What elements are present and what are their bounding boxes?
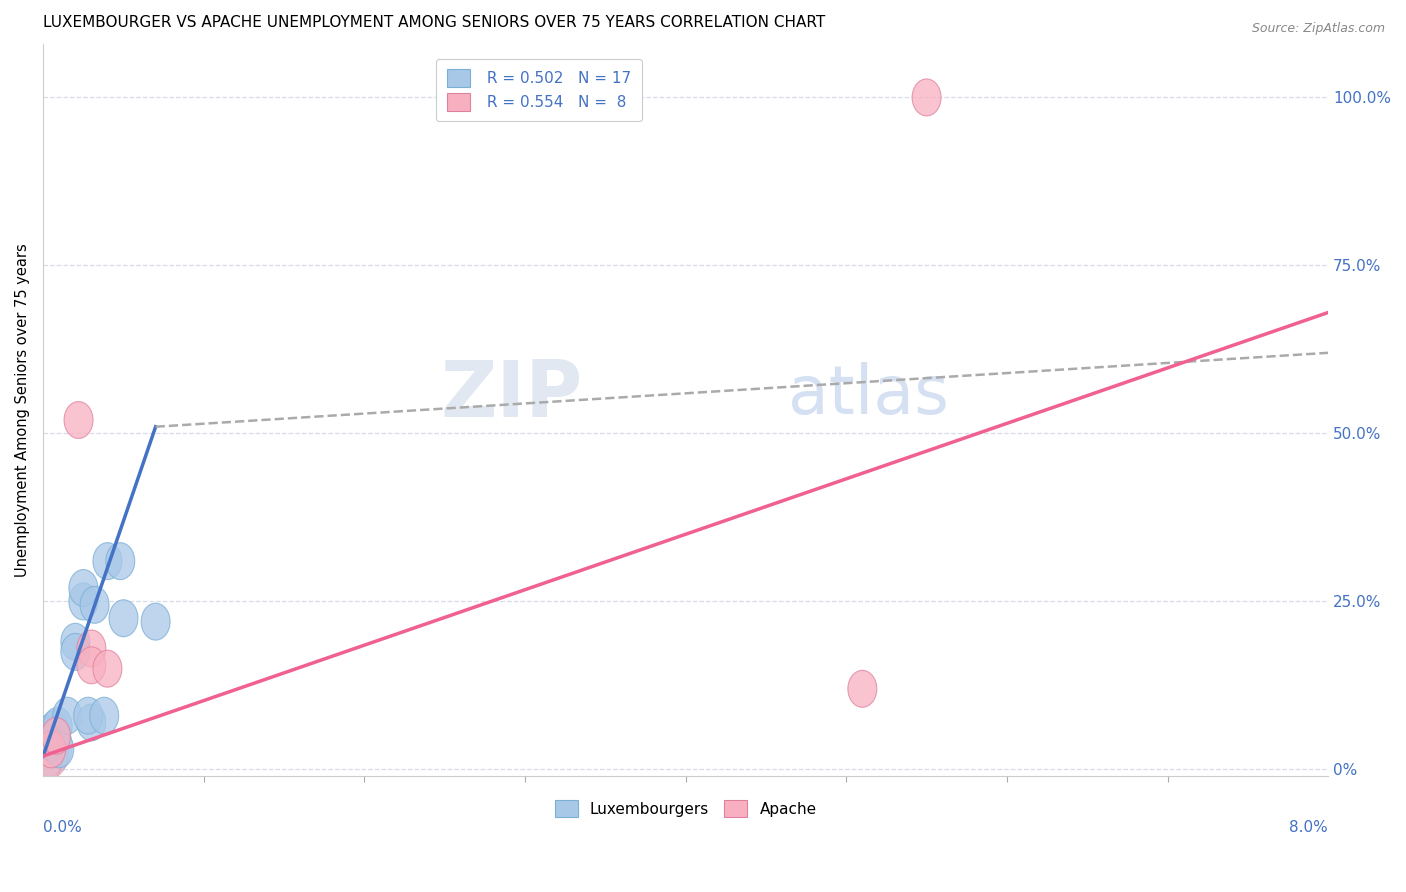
Ellipse shape: [848, 671, 877, 707]
Ellipse shape: [65, 401, 93, 439]
Ellipse shape: [77, 704, 105, 741]
Ellipse shape: [105, 542, 135, 580]
Text: Source: ZipAtlas.com: Source: ZipAtlas.com: [1251, 22, 1385, 36]
Ellipse shape: [69, 583, 98, 620]
Legend: Luxembourgers, Apache: Luxembourgers, Apache: [548, 794, 823, 823]
Text: 8.0%: 8.0%: [1289, 820, 1329, 835]
Text: 0.0%: 0.0%: [44, 820, 82, 835]
Ellipse shape: [42, 717, 70, 755]
Ellipse shape: [45, 731, 73, 768]
Ellipse shape: [110, 599, 138, 637]
Ellipse shape: [28, 726, 67, 780]
Ellipse shape: [60, 633, 90, 671]
Text: ZIP: ZIP: [440, 358, 583, 434]
Ellipse shape: [60, 624, 90, 660]
Ellipse shape: [77, 647, 105, 684]
Ellipse shape: [93, 650, 122, 687]
Ellipse shape: [77, 630, 105, 667]
Ellipse shape: [37, 724, 66, 761]
Text: atlas: atlas: [789, 362, 949, 428]
Ellipse shape: [37, 731, 66, 768]
Text: LUXEMBOURGER VS APACHE UNEMPLOYMENT AMONG SENIORS OVER 75 YEARS CORRELATION CHAR: LUXEMBOURGER VS APACHE UNEMPLOYMENT AMON…: [44, 15, 825, 30]
Ellipse shape: [69, 569, 98, 607]
Ellipse shape: [31, 738, 62, 781]
Ellipse shape: [39, 711, 69, 747]
Ellipse shape: [24, 715, 72, 776]
Ellipse shape: [44, 707, 72, 744]
Ellipse shape: [31, 732, 62, 780]
Y-axis label: Unemployment Among Seniors over 75 years: Unemployment Among Seniors over 75 years: [15, 243, 30, 577]
Ellipse shape: [73, 698, 103, 734]
Ellipse shape: [80, 586, 110, 624]
Ellipse shape: [912, 79, 941, 116]
Ellipse shape: [90, 698, 118, 734]
Ellipse shape: [53, 698, 82, 734]
Ellipse shape: [141, 603, 170, 640]
Ellipse shape: [93, 542, 122, 580]
